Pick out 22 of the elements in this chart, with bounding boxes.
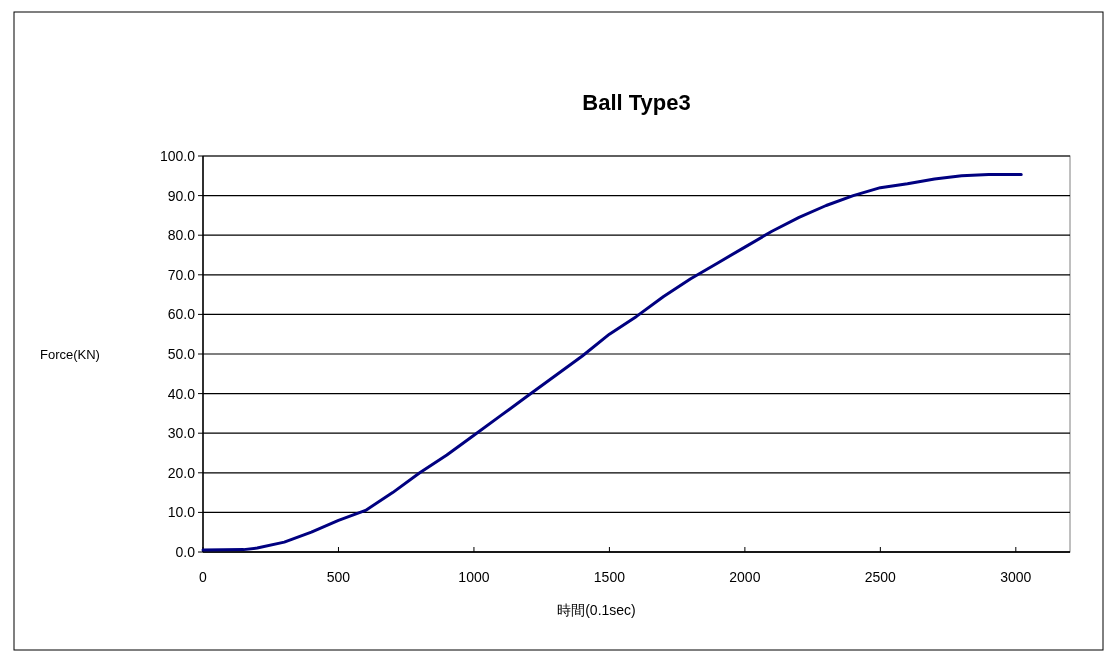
y-tick-label: 50.0 bbox=[167, 346, 196, 362]
y-tick-label: 70.0 bbox=[167, 266, 196, 283]
x-tick-label: 2000 bbox=[729, 569, 761, 585]
y-tick-label: 10.0 bbox=[167, 504, 196, 521]
x-tick-label: 2500 bbox=[864, 569, 897, 585]
x-tick-label: 1000 bbox=[458, 569, 490, 585]
x-tick-label: 1500 bbox=[593, 569, 626, 585]
y-tick-label: 30.0 bbox=[167, 425, 196, 442]
y-tick-label: 20.0 bbox=[167, 464, 196, 481]
y-tick-label: 40.0 bbox=[167, 385, 196, 402]
x-tick-label: 3000 bbox=[1000, 569, 1032, 585]
line-series bbox=[201, 173, 1023, 552]
x-axis-title: 時間(0.1sec) bbox=[557, 602, 636, 618]
y-tick-label: 100.0 bbox=[159, 148, 196, 164]
y-tick-label: 60.0 bbox=[167, 306, 196, 323]
chart-title: Ball Type3 bbox=[582, 90, 691, 115]
y-tick-label: 0.0 bbox=[175, 544, 196, 560]
y-tick-label: 90.0 bbox=[167, 187, 196, 204]
x-tick-label: 0 bbox=[199, 569, 208, 585]
y-axis-title: Force(KN) bbox=[40, 347, 100, 362]
x-tick-label: 500 bbox=[326, 569, 351, 585]
y-tick-label: 80.0 bbox=[167, 227, 196, 244]
